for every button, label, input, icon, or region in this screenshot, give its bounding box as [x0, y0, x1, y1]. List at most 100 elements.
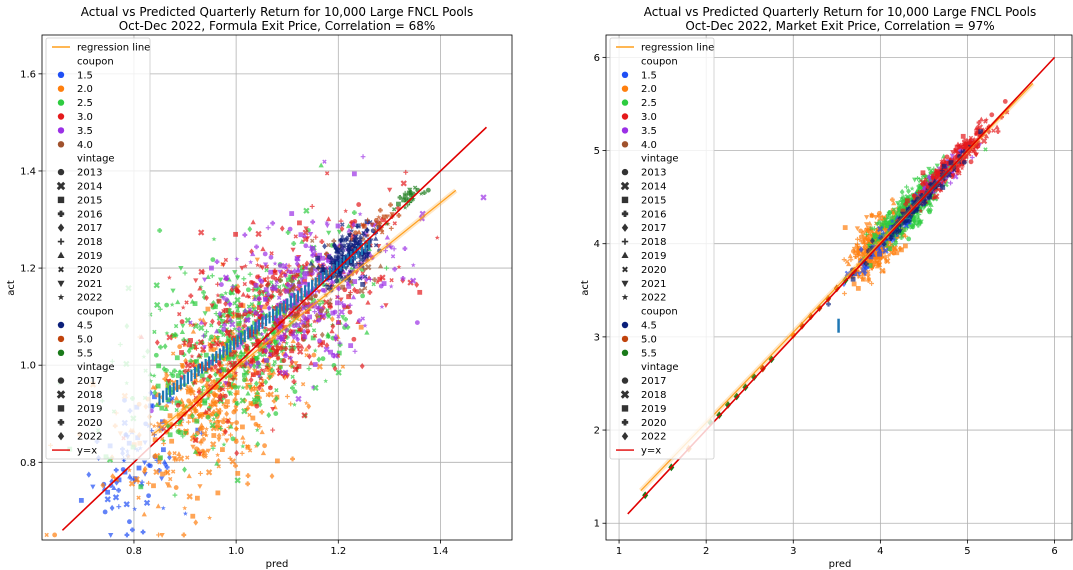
left-scatter-point-coupon-4-5 — [329, 261, 334, 266]
left-legend-label: 2018 — [77, 390, 102, 401]
left-scatter-point-coupon-3-5 — [347, 302, 353, 308]
right-scatter-point-coupon-4-5 — [896, 229, 901, 234]
left-scatter-point-coupon-3-5 — [310, 384, 316, 390]
left-scatter-point-coupon-2-0 — [197, 426, 203, 432]
left-scatter-point-coupon-3-0 — [260, 382, 265, 387]
left-scatter-point-coupon-4-0 — [310, 238, 315, 244]
left-scatter-point-coupon-4-5 — [373, 242, 379, 248]
left-scatter-point-coupon-4-0 — [277, 288, 283, 295]
right-scatter-point-coupon-2-5 — [874, 222, 880, 228]
left-scatter-point-coupon-2-5 — [164, 367, 169, 373]
left-scatter-point-coupon-2-5 — [254, 427, 260, 433]
right-scatter-point-coupon-1-5 — [856, 271, 863, 277]
left-scatter-point-coupon-2-5 — [232, 384, 238, 390]
left-scatter-point-coupon-2-0 — [210, 400, 217, 407]
right-chart-subtitle: Oct-Dec 2022, Market Exit Price, Correla… — [685, 19, 994, 33]
left-scatter-point-coupon-2-0 — [233, 425, 239, 432]
right-scatter-point-coupon-3-0 — [991, 128, 996, 133]
left-scatter-point-coupon-3-5 — [269, 285, 275, 291]
left-scatter-point-coupon-2-0 — [260, 450, 267, 456]
right-legend-box — [609, 37, 715, 460]
left-scatter-point-coupon-5-0 — [379, 230, 385, 235]
left-scatter-point-coupon-2-0 — [213, 345, 219, 351]
right-scatter-point-coupon-3-0 — [903, 201, 909, 207]
left-scatter-point-coupon-3-0 — [222, 393, 228, 399]
right-scatter-point-coupon-2-5 — [934, 163, 940, 169]
left-scatter-point-coupon-3-5 — [334, 300, 340, 306]
left-scatter-point-coupon-3-0 — [188, 338, 193, 343]
left-y-tick-label: 1.4 — [20, 166, 36, 177]
left-scatter-point-coupon-2-5 — [156, 363, 162, 369]
left-scatter-point-coupon-3-5 — [352, 348, 358, 354]
right-scatter-point-coupon-3-0 — [919, 189, 925, 195]
right-scatter-point-coupon-2-0 — [876, 212, 881, 218]
left-scatter-point-coupon-3-5 — [287, 226, 293, 232]
left-scatter-point-coupon-4-5 — [334, 248, 340, 254]
left-scatter-point-coupon-2-0 — [176, 451, 182, 456]
left-scatter-point-coupon-2-5 — [152, 389, 158, 396]
left-legend-marker — [57, 321, 65, 329]
left-scatter-point-coupon-3-5 — [302, 232, 308, 238]
right-scatter-point-coupon-4-5 — [932, 178, 938, 184]
left-scatter-point-coupon-3-0 — [286, 263, 292, 269]
right-legend-marker — [621, 71, 629, 79]
left-scatter-point-coupon-3-5 — [298, 232, 304, 238]
right-scatter-point-coupon-2-0 — [872, 254, 878, 260]
left-scatter-point-coupon-2-0 — [44, 532, 49, 538]
left-scatter-point-coupon-2-5 — [364, 329, 370, 335]
left-scatter-point-coupon-2-5 — [340, 315, 346, 320]
left-scatter-point-coupon-3-0 — [231, 310, 236, 316]
left-scatter-point-coupon-4-5 — [315, 264, 321, 270]
right-scatter-point-coupon-2-5 — [917, 219, 923, 225]
left-scatter-point-coupon-2-0 — [156, 532, 161, 538]
left-scatter-point-coupon-3-0 — [319, 313, 325, 318]
left-scatter-point-coupon-3-0 — [181, 341, 187, 347]
left-scatter-point-coupon-2-0 — [231, 399, 237, 404]
left-scatter-point-coupon-3-5 — [262, 297, 268, 303]
left-scatter-point-coupon-3-5 — [379, 304, 385, 309]
left-scatter-point-coupon-3-5 — [305, 305, 311, 310]
right-scatter-point-coupon-2-0 — [868, 232, 874, 238]
left-scatter-point-coupon-3-5 — [274, 319, 280, 325]
left-scatter-point-coupon-3-0 — [261, 368, 267, 374]
left-scatter-point-coupon-2-0 — [177, 344, 183, 350]
left-scatter-point-coupon-2-5 — [292, 344, 297, 351]
left-scatter-point-coupon-2-5 — [266, 412, 272, 419]
left-scatter-point-coupon-2-0 — [162, 376, 168, 382]
left-scatter-point-coupon-2-5 — [198, 352, 204, 357]
left-scatter-point-coupon-3-0 — [307, 353, 312, 360]
right-scatter-point-coupon-4-5 — [948, 160, 954, 166]
left-scatter-point-coupon-3-0 — [197, 338, 204, 346]
left-scatter-point-coupon-3-0 — [375, 279, 380, 285]
right-scatter-point-coupon-4-5 — [912, 198, 918, 204]
left-scatter-point-coupon-3-0 — [226, 381, 232, 387]
left-scatter-point-coupon-2-0 — [197, 317, 203, 322]
right-scatter-point-coupon-1-5 — [887, 226, 892, 233]
left-scatter-point-coupon-4-5 — [345, 247, 351, 254]
right-legend-label: 2022 — [641, 432, 666, 443]
left-scatter-point-coupon-2-5 — [234, 400, 239, 406]
left-scatter-point-coupon-2-5 — [303, 207, 310, 214]
left-scatter-point-coupon-2-0 — [210, 441, 217, 448]
left-legend-marker — [56, 390, 66, 399]
right-scatter-point-coupon-2-0 — [891, 250, 897, 256]
left-legend-label: 5.0 — [77, 334, 93, 345]
left-scatter-point-coupon-3-5 — [330, 310, 336, 316]
left-scatter-point-coupon-2-0 — [245, 481, 251, 487]
left-scatter-point-coupon-3-5 — [351, 221, 357, 228]
left-scatter-point-coupon-2-5 — [178, 430, 184, 435]
left-scatter-point-coupon-2-0 — [190, 444, 196, 450]
left-scatter-point-coupon-3-0 — [250, 219, 256, 225]
right-scatter-point-coupon-4-5 — [914, 206, 921, 212]
left-scatter-point-coupon-3-0 — [201, 377, 207, 383]
left-scatter-point-coupon-1-5 — [146, 462, 152, 468]
left-scatter-point-coupon-2-5 — [264, 327, 269, 332]
right-scatter-point-coupon-3-5 — [948, 180, 954, 186]
right-scatter-point-coupon-3-5 — [922, 186, 928, 192]
left-scatter-point-coupon-3-0 — [414, 281, 420, 288]
left-scatter-point-coupon-2-0 — [198, 440, 204, 446]
right-scatter-point-coupon-2-0 — [864, 215, 870, 220]
left-scatter-point-coupon-2-5 — [203, 352, 209, 358]
left-scatter-point-coupon-3-5 — [236, 326, 242, 332]
left-scatter-point-coupon-3-0 — [251, 372, 256, 378]
